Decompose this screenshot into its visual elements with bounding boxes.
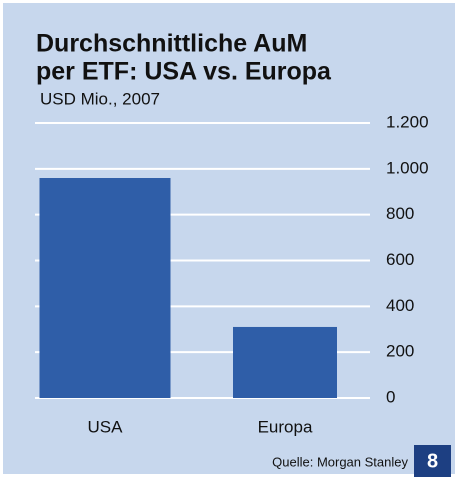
y-tick-label: 400 — [386, 296, 414, 315]
chart-subtitle: USD Mio., 2007 — [40, 89, 160, 108]
y-tick-label: 1.000 — [386, 158, 429, 177]
x-tick-label: Europa — [258, 417, 313, 436]
chart-title: Durchschnittliche AuM — [36, 30, 307, 58]
bar — [233, 326, 337, 398]
page-badge — [414, 445, 451, 477]
y-tick-label: 800 — [386, 204, 414, 223]
page-number: 8 — [427, 450, 438, 472]
y-tick-label: 1.200 — [386, 112, 429, 131]
x-tick-label: USA — [88, 417, 124, 436]
y-tick-label: 0 — [386, 387, 395, 406]
chart-title: per ETF: USA vs. Europa — [36, 58, 332, 86]
y-tick-label: 200 — [386, 342, 414, 361]
bar — [39, 178, 171, 398]
y-tick-label: 600 — [386, 250, 414, 269]
source: Quelle: Morgan Stanley — [272, 454, 408, 469]
